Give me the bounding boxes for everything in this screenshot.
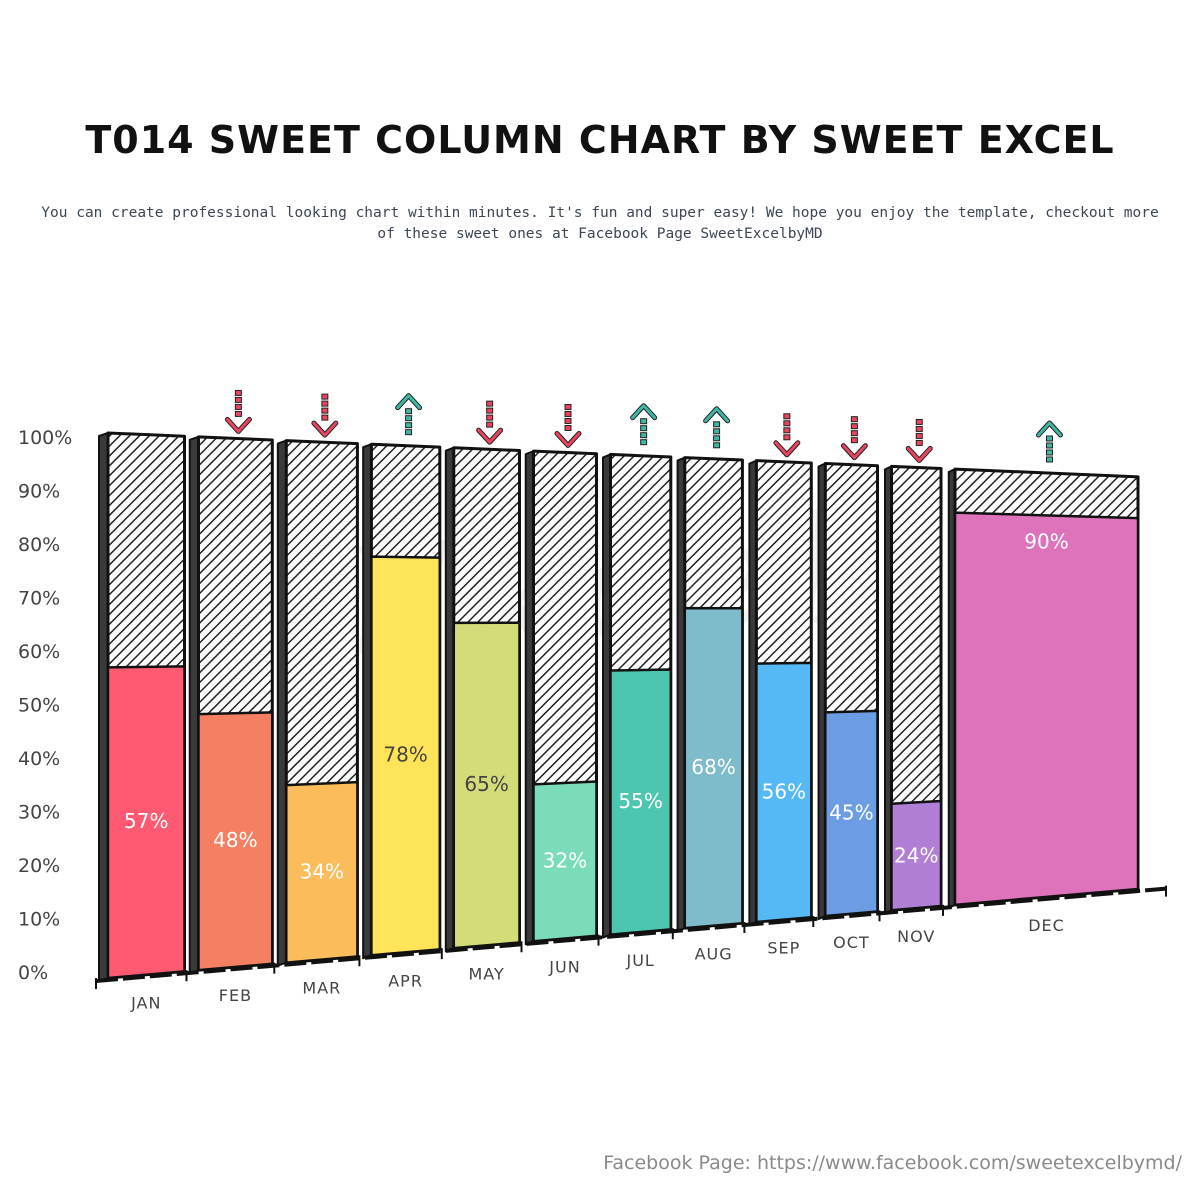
chart-title: T014 SWEET COLUMN CHART BY SWEET EXCEL	[85, 118, 1115, 162]
data-label: 48%	[213, 828, 257, 852]
y-tick-label: 100%	[18, 427, 72, 449]
down-arrow-icon	[224, 389, 252, 434]
chart-subtitle: You can create professional looking char…	[41, 205, 1159, 242]
data-label: 45%	[829, 801, 873, 825]
trend-arrows	[224, 389, 1063, 463]
x-tick-label: MAY	[469, 964, 505, 983]
down-arrow-icon	[840, 416, 868, 461]
y-tick-label: 50%	[18, 695, 60, 717]
data-label: 55%	[618, 789, 662, 813]
bar-group: 56%	[748, 459, 813, 926]
data-label: 90%	[1024, 529, 1068, 553]
x-tick-label: SEP	[767, 939, 800, 958]
data-label: 65%	[464, 772, 508, 796]
y-tick-label: 20%	[18, 855, 60, 877]
x-tick-label: MAR	[302, 979, 341, 998]
y-axis: 0% 10% 20% 30% 40% 50% 60% 70% 80% 90% 100%	[18, 427, 72, 984]
x-tick-label: JUL	[625, 951, 654, 970]
y-tick-label: 70%	[18, 588, 60, 610]
bar-group: 68%	[676, 456, 744, 933]
bar-group: 34%	[276, 439, 359, 967]
y-tick-label: 10%	[18, 909, 60, 931]
up-arrow-icon	[703, 406, 731, 449]
y-tick-label: 80%	[18, 534, 60, 556]
bar-group: 55%	[602, 452, 673, 939]
down-arrow-icon	[905, 418, 933, 463]
y-tick-label: 40%	[18, 748, 60, 770]
y-tick-label: 30%	[18, 802, 60, 824]
x-tick-label: AUG	[695, 945, 733, 964]
y-tick-label: 0%	[18, 962, 48, 984]
x-tick-label: FEB	[219, 986, 252, 1005]
bar	[953, 511, 1140, 907]
data-label: 24%	[894, 843, 938, 867]
down-arrow-icon	[311, 393, 339, 438]
down-arrow-icon	[554, 403, 582, 448]
down-arrow-icon	[476, 400, 504, 445]
data-label: 32%	[543, 849, 587, 873]
up-arrow-icon	[395, 393, 423, 436]
y-tick-label: 90%	[18, 481, 60, 503]
x-tick-label: OCT	[833, 933, 870, 952]
bar-group: 65%	[444, 446, 521, 953]
bars: 57% 48% 34% 78% 65% 32% 55% 68% 56% 45% 24% 90%	[98, 431, 1140, 982]
bar-group: 78%	[362, 442, 442, 960]
bar-group: 32%	[524, 449, 598, 946]
footer-link[interactable]: Facebook Page: https://www.facebook.com/…	[603, 1152, 1182, 1174]
data-label: 56%	[762, 779, 806, 803]
up-arrow-icon	[1036, 420, 1063, 463]
bar-group: 57%	[98, 431, 186, 982]
data-label: 78%	[383, 743, 427, 767]
x-tick-label: NOV	[897, 927, 935, 946]
x-tick-label: DEC	[1028, 916, 1065, 935]
x-axis: JAN FEB MAR APR MAY JUN JUL AUG SEP OCT NOV DEC	[95, 885, 1167, 1013]
x-tick-label: JUN	[548, 958, 580, 977]
bar-group: 48%	[188, 435, 274, 975]
data-label: 34%	[300, 860, 344, 884]
up-arrow-icon	[630, 403, 658, 446]
data-label: 68%	[691, 755, 735, 779]
data-label: 57%	[124, 809, 168, 833]
y-tick-label: 60%	[18, 641, 60, 663]
bar-group: 24%	[884, 464, 943, 915]
bar-group: 90%	[947, 467, 1140, 909]
x-tick-label: JAN	[130, 994, 161, 1013]
x-tick-label: APR	[388, 971, 423, 990]
bar-group: 45%	[817, 462, 879, 921]
down-arrow-icon	[773, 413, 801, 458]
